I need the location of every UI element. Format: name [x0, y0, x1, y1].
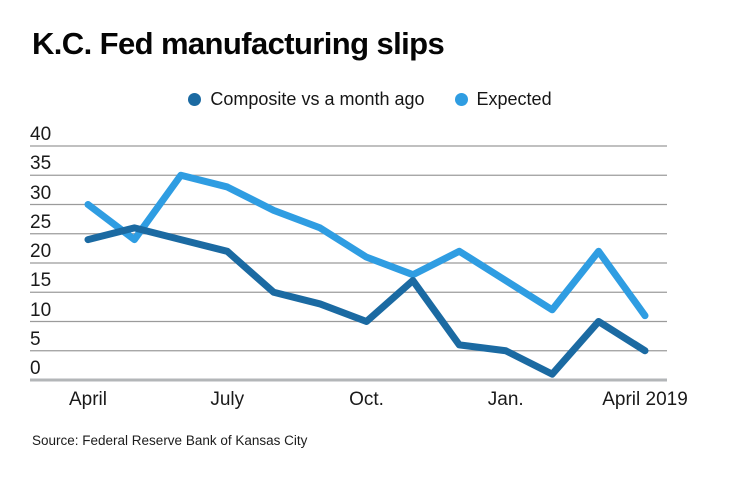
series-line-composite-vs-a-month-ago [84, 224, 649, 378]
x-axis-tick-jan-: Jan. [487, 389, 524, 410]
chart-title: K.C. Fed manufacturing slips [32, 26, 445, 61]
y-axis-tick-5: 5 [30, 328, 41, 350]
legend-item-composite: Composite vs a month ago [188, 89, 425, 110]
legend-item-expected: Expected [454, 89, 552, 110]
y-axis-tick-10: 10 [30, 299, 52, 321]
expected-series-dot-icon [454, 93, 468, 106]
y-axis-tick-40: 40 [30, 124, 52, 145]
source-note: Source: Federal Reserve Bank of Kansas C… [32, 433, 308, 448]
y-axis-tick-35: 35 [30, 153, 52, 175]
y-axis-tick-0: 0 [30, 358, 41, 379]
y-axis-tick-30: 30 [30, 182, 52, 204]
x-axis-tick-april: April [68, 389, 108, 410]
legend-label-expected: Expected [476, 89, 552, 109]
x-axis-tick-july: July [210, 389, 245, 410]
x-axis-tick-april-2019: April 2019 [602, 389, 688, 410]
series-line-expected [84, 171, 649, 320]
legend-label-composite: Composite vs a month ago [210, 89, 425, 109]
y-axis-tick-25: 25 [30, 211, 52, 233]
chart-legend: Composite vs a month ago Expected [0, 89, 740, 110]
y-axis-tick-15: 15 [30, 270, 52, 292]
composite-series-dot-icon [188, 93, 202, 106]
y-axis-tick-20: 20 [30, 241, 52, 262]
x-axis-tick-oct-: Oct. [349, 389, 384, 410]
